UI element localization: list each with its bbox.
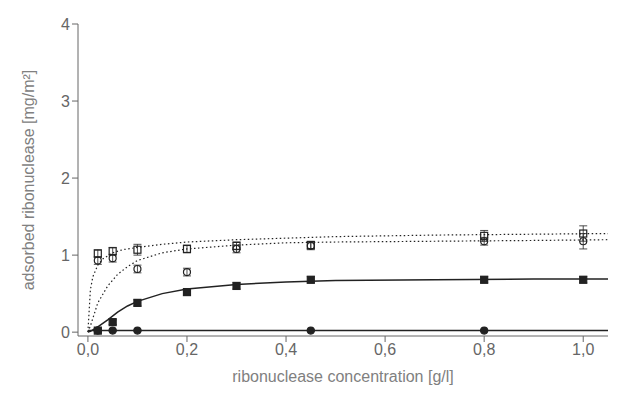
svg-text:0,4: 0,4 xyxy=(275,341,297,358)
svg-text:0: 0 xyxy=(61,324,70,341)
svg-text:0,6: 0,6 xyxy=(374,341,396,358)
svg-text:0,0: 0,0 xyxy=(77,341,99,358)
svg-text:1: 1 xyxy=(61,247,70,264)
svg-text:0,2: 0,2 xyxy=(176,341,198,358)
svg-text:3: 3 xyxy=(61,93,70,110)
svg-text:0,8: 0,8 xyxy=(473,341,495,358)
svg-text:ribonuclease concentration [g/: ribonuclease concentration [g/l] xyxy=(232,368,453,385)
svg-text:4: 4 xyxy=(61,16,70,33)
svg-text:1,0: 1,0 xyxy=(572,341,594,358)
svg-text:adsorbed ribonuclease [mg/m²]: adsorbed ribonuclease [mg/m²] xyxy=(20,70,37,291)
svg-text:2: 2 xyxy=(61,170,70,187)
